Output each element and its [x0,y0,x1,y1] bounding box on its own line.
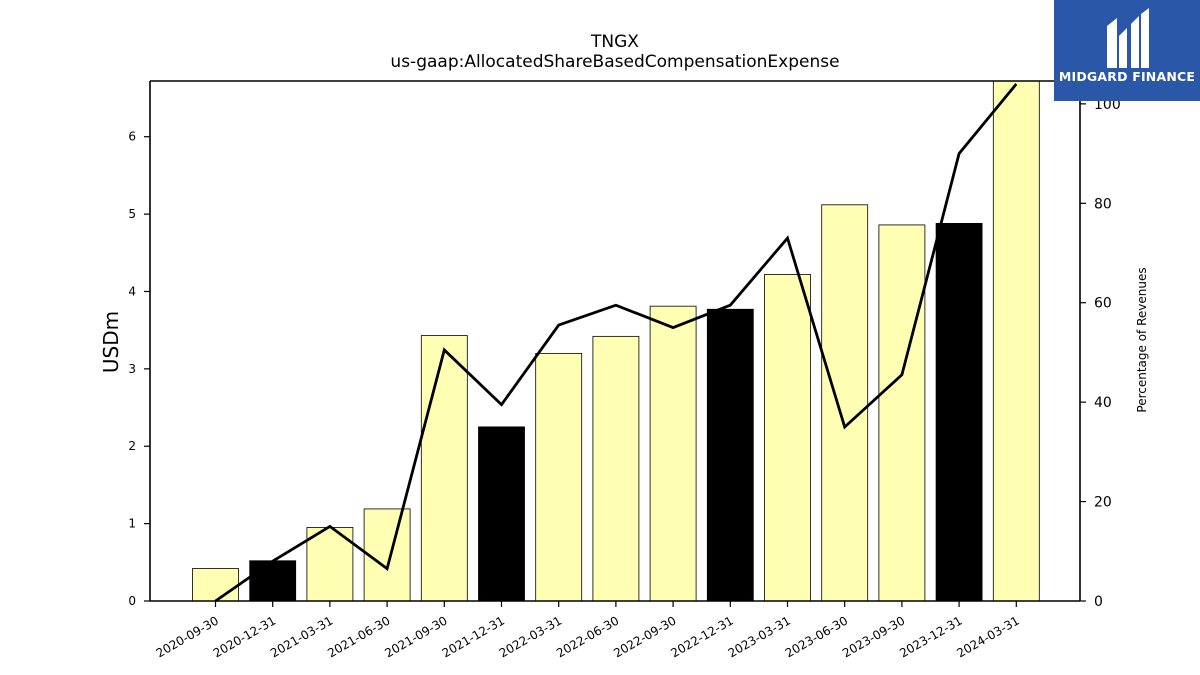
bar-2020-09-30 [192,568,239,602]
x-tick-label-2021-06-30: 2021-06-30 [325,613,392,660]
x-tick-label-2020-12-31: 2020-12-31 [211,613,278,660]
x-tick-label-2023-12-31: 2023-12-31 [897,613,964,660]
bar-2020-12-31 [249,560,297,602]
x-tick-label-2021-12-31: 2021-12-31 [440,613,507,660]
chart-subtitle: us-gaap:AllocatedShareBasedCompensationE… [390,52,840,72]
x-tick-label-2020-09-30: 2020-09-30 [154,613,221,660]
y-tick-label-left-1: 1 [128,517,136,531]
midgard-finance-logo: MIDGARD FINANCE [1054,0,1200,101]
line-series [214,83,1018,603]
y-tick-label-left-0: 0 [128,594,136,608]
midgard-logo-icon [1107,8,1149,68]
bar-2021-12-31 [478,426,525,602]
x-tick-label-2022-06-30: 2022-06-30 [554,613,621,660]
line-series-path [214,83,1018,603]
x-tick-label-2023-06-30: 2023-06-30 [783,613,850,660]
bar-2021-03-31 [306,527,354,602]
y-axis-label-left: USDm [99,310,123,374]
bar-2023-12-31 [935,222,983,602]
y-tick-label-left-2: 2 [128,439,136,453]
bar-2024-03-31 [992,80,1040,602]
bar-2023-03-31 [764,274,811,602]
y-tick-label-left-5: 5 [128,207,136,221]
x-tick-label-2021-03-31: 2021-03-31 [268,613,335,660]
logo-brand-text: MIDGARD FINANCE [1058,69,1196,84]
bar-2022-06-30 [592,335,640,602]
bar-series [192,80,1040,602]
bar-2022-09-30 [649,305,697,602]
y-tick-label-right-20: 20 [1094,495,1112,511]
x-tick-label-2023-09-30: 2023-09-30 [840,613,907,660]
y-tick-label-left-6: 6 [128,130,136,144]
x-tick-label-2021-09-30: 2021-09-30 [382,613,449,660]
bar-2023-06-30 [821,204,869,602]
bar-2022-03-31 [535,352,583,602]
x-tick-label-2022-03-31: 2022-03-31 [497,613,564,660]
bar-2023-09-30 [878,224,926,602]
x-tick-label-2022-09-30: 2022-09-30 [611,613,678,660]
bar-2021-09-30 [420,335,468,602]
y-tick-label-left-3: 3 [128,362,136,376]
bar-2021-06-30 [363,508,411,602]
y-tick-label-left-4: 4 [128,284,136,298]
y-axis-label-right: Percentage of Revenues [1135,267,1149,413]
y-tick-label-right-80: 80 [1094,196,1112,212]
y-tick-label-right-60: 60 [1094,296,1112,312]
bar-2022-12-31 [706,308,754,602]
x-tick-label-2022-12-31: 2022-12-31 [668,613,735,660]
chart-title: TNGX [591,32,639,52]
y-tick-label-right-0: 0 [1094,594,1103,610]
x-tick-label-2024-03-31: 2024-03-31 [954,613,1021,660]
y-tick-label-right-40: 40 [1094,395,1112,411]
x-tick-label-2023-03-31: 2023-03-31 [726,613,793,660]
